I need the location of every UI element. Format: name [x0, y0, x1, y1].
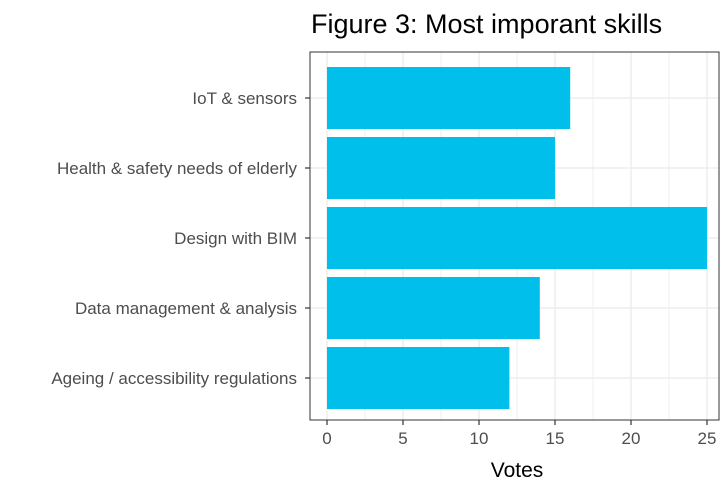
- y-tick-label: IoT & sensors: [192, 89, 297, 108]
- bar: [327, 207, 707, 269]
- y-tick-label: Ageing / accessibility regulations: [51, 369, 297, 388]
- bar: [327, 67, 571, 129]
- y-tick-label: Health & safety needs of elderly: [57, 159, 298, 178]
- chart-title: Figure 3: Most imporant skills: [311, 9, 663, 39]
- x-tick-label: 20: [622, 429, 641, 448]
- y-axis: IoT & sensors Health & safety needs of el…: [51, 89, 310, 388]
- x-tick-label: 0: [322, 429, 331, 448]
- bar: [327, 277, 540, 339]
- x-tick-label: 15: [546, 429, 565, 448]
- bar: [327, 137, 555, 199]
- y-tick-label: Data management & analysis: [75, 299, 297, 318]
- x-tick-label: 10: [470, 429, 489, 448]
- x-axis: 0 5 10 15 20 25: [322, 420, 716, 448]
- bar: [327, 347, 510, 409]
- x-axis-title: Votes: [491, 459, 544, 480]
- x-tick-label: 25: [698, 429, 717, 448]
- y-tick-label: Design with BIM: [174, 229, 297, 248]
- bars: [327, 67, 707, 409]
- x-tick-label: 5: [398, 429, 407, 448]
- panel-border: [309, 51, 720, 421]
